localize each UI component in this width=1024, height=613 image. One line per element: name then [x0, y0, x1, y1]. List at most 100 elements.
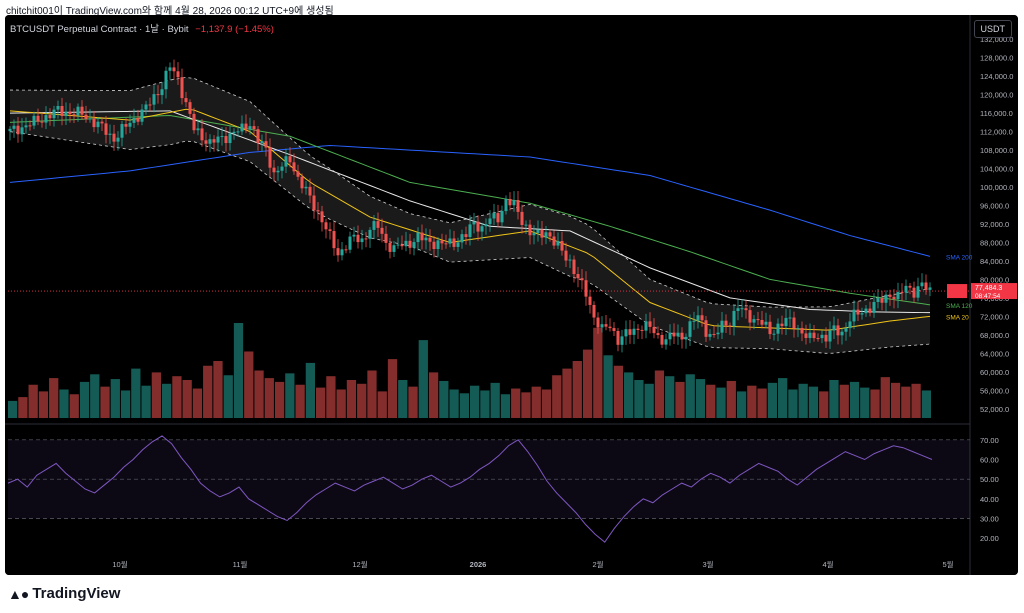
candle-body	[244, 123, 248, 130]
candle-body	[716, 332, 720, 335]
ma-line-sma200	[9, 144, 931, 257]
volume-bar	[264, 378, 274, 418]
rsi-tick-label: 70.00	[980, 436, 999, 445]
last-price-label-bg	[971, 283, 1017, 300]
candle-body	[280, 166, 284, 171]
time-tick-label: 11월	[233, 559, 248, 569]
candle-body	[672, 332, 676, 337]
rsi-tick-label: 20.00	[980, 534, 999, 543]
candle-body	[392, 245, 396, 252]
candle-body	[416, 232, 420, 243]
time-tick-label: 2월	[592, 559, 603, 569]
candle-body	[400, 244, 404, 247]
candle-body	[764, 321, 768, 325]
volume-bar	[367, 370, 377, 418]
candle-body	[488, 218, 492, 225]
candle-body	[848, 321, 852, 329]
candle-body	[156, 94, 160, 96]
candle-body	[816, 338, 820, 340]
candle-body	[572, 259, 576, 275]
candle-body	[696, 315, 700, 321]
candle-body	[328, 229, 332, 232]
volume-bar	[459, 393, 469, 418]
rsi-tick-label: 60.00	[980, 456, 999, 465]
volume-bar	[428, 372, 439, 418]
candle-body	[468, 224, 472, 237]
candle-body	[376, 221, 380, 228]
chart-background	[5, 15, 1018, 575]
candle-body	[276, 170, 280, 173]
price-tick-label: 68,000.0	[980, 331, 1009, 340]
volume-bar	[233, 323, 244, 418]
candle-body	[360, 238, 364, 243]
volume-bar	[829, 380, 839, 418]
candle-body	[212, 139, 216, 143]
candle-body	[516, 200, 520, 212]
candle-body	[148, 104, 152, 106]
price-tick-label: 132,000.0	[980, 35, 1013, 44]
candle-body	[824, 334, 828, 342]
price-tick-label: 120,000.0	[980, 91, 1013, 100]
volume-bar	[665, 376, 675, 418]
volume-bar	[182, 380, 192, 418]
candle-body	[436, 240, 440, 250]
candle-body	[100, 121, 104, 124]
candle-body	[136, 118, 140, 122]
time-tick-label: 2026	[470, 560, 487, 569]
volume-bar	[408, 386, 418, 418]
candle-body	[92, 118, 96, 128]
candle-body	[580, 278, 584, 281]
last-price-label: 77,484.3	[975, 285, 1002, 292]
candle-body	[836, 325, 840, 336]
candle-body	[624, 329, 628, 337]
candle-body	[604, 324, 608, 327]
volume-bar	[613, 365, 623, 418]
candle-body	[224, 136, 228, 144]
candle-body	[620, 336, 624, 345]
candle-body	[804, 333, 808, 338]
candle-body	[208, 139, 212, 144]
price-tick-label: 124,000.0	[980, 72, 1013, 81]
candle-body	[844, 328, 848, 332]
candle-body	[36, 115, 40, 122]
candle-body	[592, 304, 596, 318]
candle-body	[404, 240, 408, 247]
candle-body	[140, 109, 144, 122]
price-tick-label: 72,000.0	[980, 312, 1009, 321]
volume-bar	[18, 397, 28, 418]
volume-bar	[808, 386, 819, 418]
candle-body	[292, 162, 296, 172]
candle-body	[20, 127, 24, 135]
volume-bar	[593, 327, 603, 418]
candle-body	[116, 137, 120, 142]
volume-bar	[736, 391, 747, 418]
candle-body	[464, 234, 468, 237]
candle-body	[664, 339, 668, 345]
volume-bar	[79, 381, 90, 418]
candle-body	[748, 310, 752, 323]
candle-body	[184, 98, 188, 103]
candle-body	[840, 331, 844, 336]
volume-bar	[685, 374, 695, 418]
candle-body	[288, 156, 292, 163]
volume-bar	[439, 380, 449, 418]
candle-body	[188, 102, 192, 114]
candle-body	[28, 125, 32, 127]
candle-body	[920, 282, 924, 287]
candle-body	[444, 243, 448, 245]
candle-body	[216, 136, 220, 143]
volume-bar	[8, 400, 18, 418]
candle-body	[168, 67, 172, 71]
candle-body	[164, 70, 168, 90]
tradingview-logo-text: TradingView	[32, 585, 121, 602]
currency-button[interactable]: USDT	[973, 20, 1012, 38]
volume-bar	[654, 370, 665, 418]
candle-body	[340, 249, 344, 256]
candle-body	[456, 242, 460, 247]
candle-body	[104, 123, 108, 135]
candle-body	[752, 319, 756, 323]
candle-body	[744, 308, 748, 311]
candle-body	[452, 238, 456, 247]
volume-bar	[90, 374, 100, 418]
tradingview-logo[interactable]: ▲● TradingView	[8, 585, 120, 602]
